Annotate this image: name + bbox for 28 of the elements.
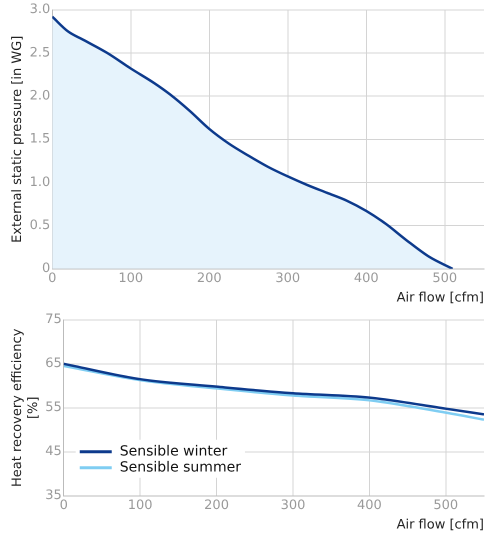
legend-label: Sensible winter — [120, 443, 228, 460]
y-tick-label: 1.0 — [30, 174, 50, 190]
y-tick-label: 75 — [45, 312, 62, 328]
y-tick-label: 55 — [45, 400, 62, 416]
x-tick-label: 200 — [204, 498, 229, 513]
x-tick-label: 400 — [356, 498, 382, 513]
x-tick-label: 200 — [196, 270, 222, 286]
y-axis-title: Heat recovery efficiency [%] — [10, 328, 41, 488]
x-tick-label: 100 — [118, 270, 144, 286]
y-axis-title: External static pressure [in WG] — [10, 36, 26, 243]
x-tick-label: 100 — [128, 498, 153, 513]
x-tick-label: 300 — [280, 498, 306, 513]
y-tick-label: 35 — [45, 488, 62, 504]
y-tick-label: 2.0 — [30, 88, 50, 104]
y-tick-label: 65 — [45, 356, 62, 372]
y-tick-label: 3.0 — [30, 2, 50, 18]
x-tick-label: 500 — [432, 270, 458, 286]
x-tick-label: 400 — [354, 270, 379, 286]
x-tick-label: 300 — [275, 270, 300, 286]
y-tick-label: 0.5 — [30, 218, 50, 234]
y-tick-label: 2.5 — [30, 45, 50, 60]
legend-label: Sensible summer — [120, 459, 242, 476]
y-tick-label: 45 — [45, 444, 62, 460]
y-tick-label: 0 — [42, 261, 50, 276]
y-tick-label: 1.5 — [30, 132, 50, 147]
x-axis-title: Air flow [cfm] — [396, 518, 484, 533]
x-axis-title: Air flow [cfm] — [396, 290, 484, 306]
x-tick-label: 500 — [433, 498, 458, 513]
